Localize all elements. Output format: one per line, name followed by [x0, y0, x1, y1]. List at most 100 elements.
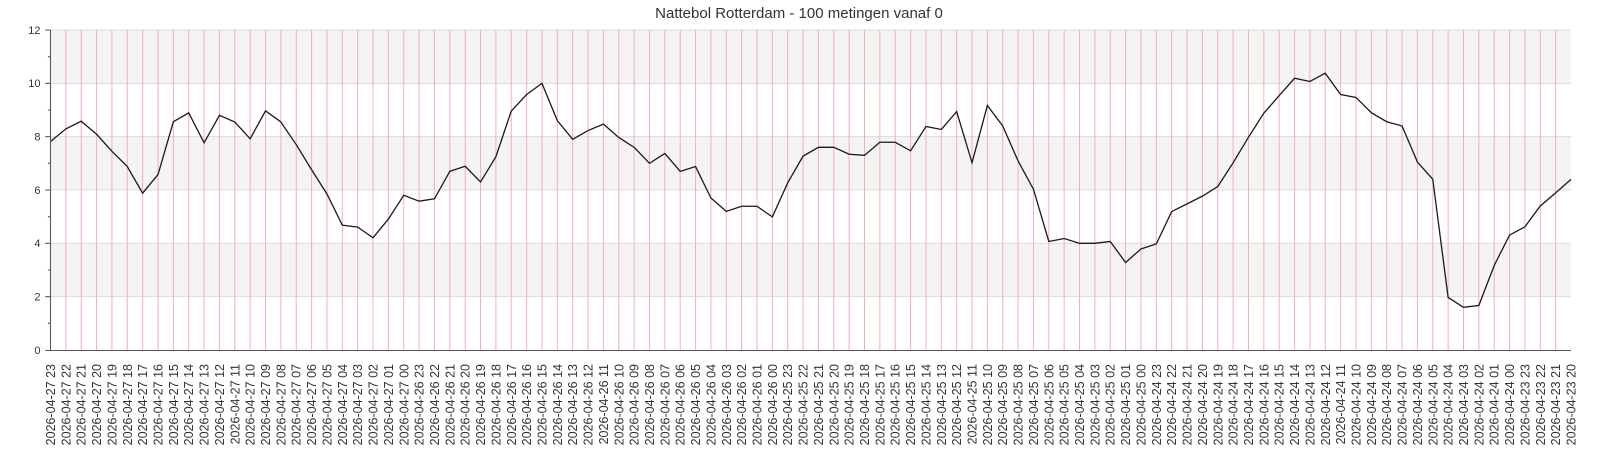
svg-text:2026-04-25 11: 2026-04-25 11 [966, 364, 980, 444]
svg-text:2026-04-23 22: 2026-04-23 22 [1534, 364, 1548, 445]
svg-text:2026-04-26 20: 2026-04-26 20 [459, 364, 473, 445]
svg-text:2026-04-24 13: 2026-04-24 13 [1303, 364, 1317, 445]
svg-text:2026-04-24 07: 2026-04-24 07 [1396, 364, 1410, 445]
svg-text:2026-04-23 21: 2026-04-23 21 [1549, 364, 1563, 445]
svg-text:2026-04-27 06: 2026-04-27 06 [305, 364, 319, 445]
svg-text:2026-04-24 20: 2026-04-24 20 [1196, 364, 1210, 445]
svg-text:2026-04-25 08: 2026-04-25 08 [1012, 364, 1026, 445]
svg-text:2026-04-26 19: 2026-04-26 19 [474, 364, 488, 445]
svg-text:2026-04-26 02: 2026-04-26 02 [735, 364, 749, 445]
svg-text:4: 4 [34, 238, 40, 250]
svg-text:2026-04-25 10: 2026-04-25 10 [981, 364, 995, 445]
svg-text:2026-04-26 14: 2026-04-26 14 [551, 364, 565, 445]
svg-text:12: 12 [28, 25, 40, 37]
svg-text:2026-04-26 21: 2026-04-26 21 [443, 364, 457, 445]
svg-text:2026-04-26 00: 2026-04-26 00 [766, 364, 780, 445]
svg-text:2026-04-27 12: 2026-04-27 12 [213, 364, 227, 445]
svg-text:2026-04-27 16: 2026-04-27 16 [152, 364, 166, 445]
svg-text:2026-04-27 08: 2026-04-27 08 [274, 364, 288, 445]
svg-text:2026-04-26 10: 2026-04-26 10 [612, 364, 626, 445]
svg-text:0: 0 [34, 345, 40, 357]
svg-text:2026-04-27 09: 2026-04-27 09 [259, 364, 273, 445]
svg-text:2026-04-27 03: 2026-04-27 03 [351, 364, 365, 445]
svg-text:2026-04-25 18: 2026-04-25 18 [858, 364, 872, 445]
svg-text:2026-04-24 04: 2026-04-24 04 [1442, 364, 1456, 445]
svg-text:2026-04-24 12: 2026-04-24 12 [1319, 364, 1333, 445]
svg-text:2026-04-25 14: 2026-04-25 14 [919, 364, 933, 445]
svg-text:2026-04-25 05: 2026-04-25 05 [1058, 364, 1072, 445]
svg-text:2026-04-24 06: 2026-04-24 06 [1411, 364, 1425, 445]
svg-text:10: 10 [28, 78, 40, 90]
svg-text:2026-04-26 04: 2026-04-26 04 [704, 364, 718, 445]
svg-text:2026-04-25 06: 2026-04-25 06 [1042, 364, 1056, 445]
svg-text:2026-04-23 20: 2026-04-23 20 [1565, 364, 1579, 445]
svg-text:2026-04-27 11: 2026-04-27 11 [228, 364, 242, 444]
svg-text:2026-04-23 23: 2026-04-23 23 [1518, 364, 1532, 445]
svg-text:2026-04-26 12: 2026-04-26 12 [582, 364, 596, 445]
svg-text:2: 2 [34, 292, 40, 304]
svg-text:2026-04-27 21: 2026-04-27 21 [75, 364, 89, 445]
svg-text:8: 8 [34, 132, 40, 144]
svg-text:2026-04-26 23: 2026-04-26 23 [413, 364, 427, 445]
svg-text:2026-04-24 22: 2026-04-24 22 [1165, 364, 1179, 445]
svg-text:Nattebol Rotterdam - 100 metin: Nattebol Rotterdam - 100 metingen vanaf … [655, 5, 943, 22]
svg-text:2026-04-27 13: 2026-04-27 13 [198, 364, 212, 445]
svg-text:2026-04-24 23: 2026-04-24 23 [1150, 364, 1164, 445]
svg-text:2026-04-26 15: 2026-04-26 15 [535, 364, 549, 445]
svg-text:2026-04-27 22: 2026-04-27 22 [59, 364, 73, 445]
svg-text:2026-04-25 21: 2026-04-25 21 [812, 364, 826, 445]
svg-text:2026-04-24 03: 2026-04-24 03 [1457, 364, 1471, 445]
svg-text:2026-04-26 06: 2026-04-26 06 [674, 364, 688, 445]
svg-text:2026-04-27 01: 2026-04-27 01 [382, 364, 396, 445]
svg-text:2026-04-27 20: 2026-04-27 20 [90, 364, 104, 445]
svg-text:2026-04-25 12: 2026-04-25 12 [950, 364, 964, 445]
svg-text:2026-04-26 11: 2026-04-26 11 [597, 364, 611, 444]
svg-text:2026-04-25 13: 2026-04-25 13 [935, 364, 949, 445]
svg-text:6: 6 [34, 185, 40, 197]
svg-text:2026-04-25 02: 2026-04-25 02 [1104, 364, 1118, 445]
svg-text:2026-04-26 16: 2026-04-26 16 [520, 364, 534, 445]
svg-text:2026-04-24 02: 2026-04-24 02 [1472, 364, 1486, 445]
svg-text:2026-04-24 11: 2026-04-24 11 [1334, 364, 1348, 444]
svg-text:2026-04-25 01: 2026-04-25 01 [1119, 364, 1133, 445]
svg-text:2026-04-26 18: 2026-04-26 18 [489, 364, 503, 445]
svg-text:2026-04-25 16: 2026-04-25 16 [889, 364, 903, 445]
svg-text:2026-04-26 09: 2026-04-26 09 [628, 364, 642, 445]
svg-text:2026-04-27 15: 2026-04-27 15 [167, 364, 181, 445]
svg-text:2026-04-26 22: 2026-04-26 22 [428, 364, 442, 445]
svg-text:2026-04-24 21: 2026-04-24 21 [1181, 364, 1195, 445]
svg-text:2026-04-25 20: 2026-04-25 20 [827, 364, 841, 445]
svg-text:2026-04-24 14: 2026-04-24 14 [1288, 364, 1302, 445]
svg-text:2026-04-24 10: 2026-04-24 10 [1349, 364, 1363, 445]
svg-text:2026-04-27 07: 2026-04-27 07 [290, 364, 304, 445]
svg-text:2026-04-26 01: 2026-04-26 01 [750, 364, 764, 445]
svg-text:2026-04-24 01: 2026-04-24 01 [1488, 364, 1502, 445]
svg-text:2026-04-26 13: 2026-04-26 13 [566, 364, 580, 445]
svg-text:2026-04-25 22: 2026-04-25 22 [797, 364, 811, 445]
svg-text:2026-04-27 04: 2026-04-27 04 [336, 364, 350, 445]
svg-text:2026-04-24 00: 2026-04-24 00 [1503, 364, 1517, 445]
svg-text:2026-04-27 14: 2026-04-27 14 [182, 364, 196, 445]
svg-text:2026-04-25 00: 2026-04-25 00 [1134, 364, 1148, 445]
svg-text:2026-04-25 15: 2026-04-25 15 [904, 364, 918, 445]
svg-text:2026-04-26 08: 2026-04-26 08 [643, 364, 657, 445]
svg-text:2026-04-25 04: 2026-04-25 04 [1073, 364, 1087, 445]
svg-text:2026-04-24 08: 2026-04-24 08 [1380, 364, 1394, 445]
svg-text:2026-04-25 03: 2026-04-25 03 [1088, 364, 1102, 445]
svg-text:2026-04-25 23: 2026-04-25 23 [781, 364, 795, 445]
svg-text:2026-04-24 15: 2026-04-24 15 [1273, 364, 1287, 445]
svg-text:2026-04-27 02: 2026-04-27 02 [367, 364, 381, 445]
svg-text:2026-04-27 18: 2026-04-27 18 [121, 364, 135, 445]
svg-text:2026-04-24 16: 2026-04-24 16 [1257, 364, 1271, 445]
svg-text:2026-04-26 05: 2026-04-26 05 [689, 364, 703, 445]
svg-text:2026-04-27 23: 2026-04-27 23 [44, 364, 58, 445]
svg-text:2026-04-25 09: 2026-04-25 09 [996, 364, 1010, 445]
svg-text:2026-04-26 03: 2026-04-26 03 [720, 364, 734, 445]
svg-text:2026-04-27 00: 2026-04-27 00 [397, 364, 411, 445]
svg-text:2026-04-27 19: 2026-04-27 19 [105, 364, 119, 445]
svg-text:2026-04-27 17: 2026-04-27 17 [136, 364, 150, 445]
svg-text:2026-04-27 10: 2026-04-27 10 [244, 364, 258, 445]
svg-text:2026-04-24 05: 2026-04-24 05 [1426, 364, 1440, 445]
svg-text:2026-04-26 07: 2026-04-26 07 [658, 364, 672, 445]
svg-text:2026-04-24 18: 2026-04-24 18 [1227, 364, 1241, 445]
